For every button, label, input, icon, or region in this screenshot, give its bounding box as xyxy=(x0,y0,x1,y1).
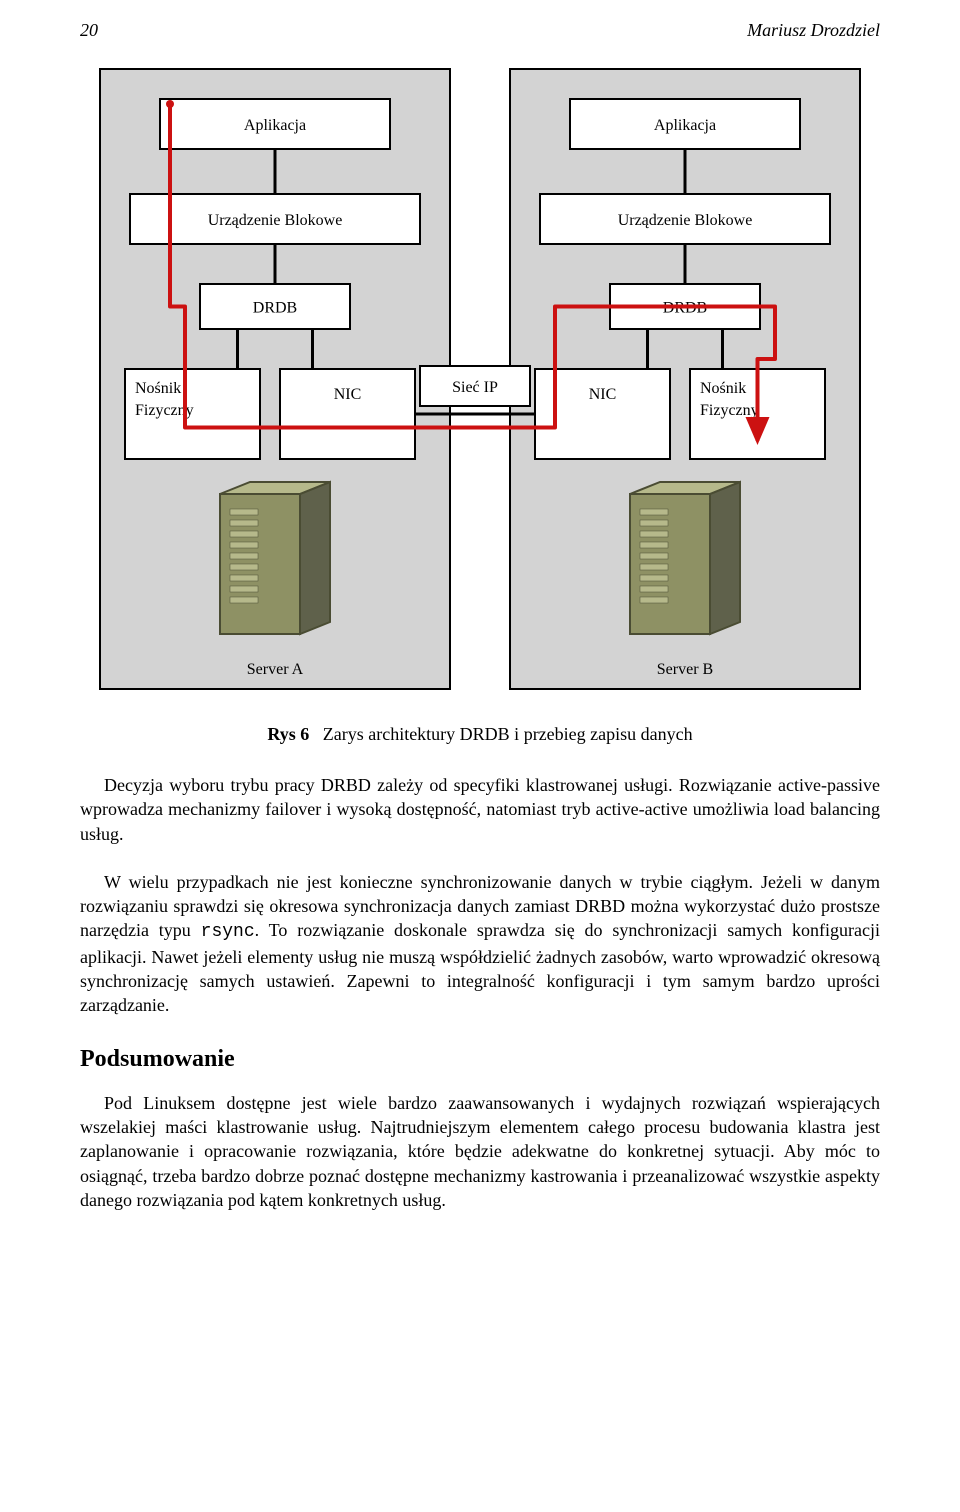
drdb-architecture-diagram: Aplikacja Urządzenie Blokowe DRDB Nośnik Fiz… xyxy=(80,59,880,699)
figure-caption: Rys 6 Zarys architektury DRDB i przebieg… xyxy=(80,724,880,745)
paragraph-3: Pod Linuksem dostępne jest wiele bardzo … xyxy=(80,1091,880,1212)
svg-text:DRDB: DRDB xyxy=(253,300,297,317)
svg-text:NIC: NIC xyxy=(334,386,362,403)
paragraph-2: W wielu przypadkach nie jest konieczne s… xyxy=(80,870,880,1018)
svg-text:Nośnik: Nośnik xyxy=(700,380,746,397)
caption-text: Zarys architektury DRDB i przebieg zapis… xyxy=(323,724,693,744)
caption-prefix: Rys 6 xyxy=(267,724,309,744)
svg-text:NIC: NIC xyxy=(589,386,617,403)
svg-text:Fizyczny: Fizyczny xyxy=(700,402,759,419)
svg-text:Urządzenie Blokowe: Urządzenie Blokowe xyxy=(618,212,753,229)
svg-text:Aplikacja: Aplikacja xyxy=(654,117,716,134)
svg-text:Nośnik: Nośnik xyxy=(135,380,181,397)
paragraph-1: Decyzja wyboru trybu pracy DRBD zależy o… xyxy=(80,773,880,846)
author-name: Mariusz Drozdziel xyxy=(747,20,880,41)
svg-text:Aplikacja: Aplikacja xyxy=(244,117,306,134)
svg-text:Server B: Server B xyxy=(657,661,713,678)
svg-text:Server A: Server A xyxy=(247,661,304,678)
running-header: 20 Mariusz Drozdziel xyxy=(80,20,880,41)
page-number: 20 xyxy=(80,20,98,41)
p2-code: rsync xyxy=(201,922,255,942)
page: 20 Mariusz Drozdziel Aplikacja Urządzenie… xyxy=(0,0,960,1276)
svg-text:Urządzenie Blokowe: Urządzenie Blokowe xyxy=(208,212,343,229)
svg-text:Sieć IP: Sieć IP xyxy=(452,379,498,396)
summary-heading: Podsumowanie xyxy=(80,1046,880,1073)
